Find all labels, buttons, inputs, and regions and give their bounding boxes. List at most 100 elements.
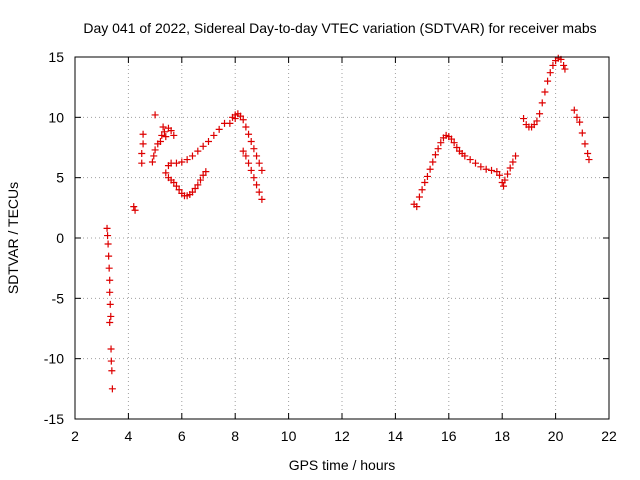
x-tick-label: 10 bbox=[281, 428, 297, 444]
data-point bbox=[496, 171, 504, 179]
data-point bbox=[158, 131, 166, 139]
x-tick-labels: 2 4 6 8 10 12 14 16 18 20 22 bbox=[71, 428, 617, 444]
y-tick-label: -10 bbox=[44, 351, 64, 367]
data-point bbox=[170, 131, 178, 139]
data-point bbox=[199, 142, 207, 150]
plot-frame bbox=[74, 56, 610, 420]
data-point bbox=[585, 156, 593, 164]
data-point bbox=[541, 88, 549, 96]
data-point bbox=[172, 159, 180, 167]
data-point bbox=[106, 276, 114, 284]
data-point bbox=[472, 159, 479, 167]
data-point bbox=[450, 139, 458, 147]
data-point bbox=[107, 312, 115, 320]
data-point bbox=[138, 159, 146, 167]
data-point bbox=[512, 152, 520, 160]
data-point bbox=[250, 145, 258, 153]
data-point bbox=[151, 111, 159, 119]
data-point bbox=[477, 163, 485, 171]
data-point bbox=[413, 203, 421, 211]
data-point bbox=[533, 117, 541, 125]
data-point bbox=[205, 137, 212, 145]
x-tick-label: 16 bbox=[441, 428, 457, 444]
y-tick-label: 15 bbox=[48, 49, 64, 65]
data-point bbox=[247, 166, 255, 174]
y-tick-label: 0 bbox=[56, 230, 64, 246]
data-point bbox=[429, 158, 437, 166]
data-point bbox=[255, 159, 263, 167]
data-point bbox=[104, 232, 112, 240]
data-point bbox=[191, 185, 199, 193]
data-point bbox=[239, 116, 247, 124]
data-point bbox=[108, 367, 116, 375]
data-point bbox=[253, 152, 261, 160]
data-point bbox=[258, 166, 266, 174]
data-point bbox=[139, 130, 147, 138]
data-point bbox=[105, 252, 113, 260]
data-point bbox=[466, 156, 474, 164]
data-point bbox=[504, 170, 512, 178]
data-point bbox=[461, 152, 469, 160]
data-point bbox=[255, 188, 263, 196]
data-point bbox=[437, 139, 445, 147]
data-point bbox=[488, 166, 496, 174]
x-tick-label: 6 bbox=[178, 428, 186, 444]
data-point bbox=[578, 129, 586, 137]
data-point bbox=[544, 77, 552, 85]
x-axis-label: GPS time / hours bbox=[289, 457, 396, 473]
data-point bbox=[194, 181, 202, 189]
data-point bbox=[139, 140, 147, 148]
data-point bbox=[482, 165, 490, 173]
data-point bbox=[501, 176, 509, 184]
data-point bbox=[107, 345, 115, 353]
data-point bbox=[447, 135, 455, 143]
data-point bbox=[107, 357, 115, 365]
data-point bbox=[156, 137, 164, 145]
y-tick-label: -5 bbox=[52, 290, 65, 306]
data-point bbox=[546, 69, 554, 77]
data-point bbox=[150, 152, 158, 160]
x-tick-label: 22 bbox=[601, 428, 617, 444]
y-tick-label: -15 bbox=[44, 411, 64, 427]
data-point bbox=[576, 118, 584, 126]
data-point bbox=[178, 158, 186, 166]
y-tick-label: 10 bbox=[48, 109, 64, 125]
data-point bbox=[242, 123, 250, 131]
data-point bbox=[431, 151, 439, 159]
data-point bbox=[138, 150, 146, 158]
data-point bbox=[183, 156, 191, 164]
data-point bbox=[106, 288, 114, 296]
x-tick-label: 8 bbox=[231, 428, 239, 444]
data-point bbox=[188, 188, 196, 196]
data-point bbox=[584, 150, 592, 158]
data-point bbox=[538, 99, 546, 107]
data-point bbox=[215, 125, 223, 133]
data-point bbox=[237, 112, 245, 120]
data-point bbox=[105, 264, 113, 272]
chart-title: Day 041 of 2022, Sidereal Day-to-day VTE… bbox=[83, 20, 596, 36]
x-tick-label: 12 bbox=[334, 428, 350, 444]
data-point bbox=[226, 119, 234, 127]
x-tick-label: 2 bbox=[71, 428, 79, 444]
data-point bbox=[104, 240, 112, 248]
x-tick-label: 4 bbox=[125, 428, 133, 444]
data-point bbox=[418, 186, 426, 194]
data-point bbox=[242, 152, 250, 160]
data-point bbox=[434, 145, 442, 153]
data-point bbox=[103, 224, 111, 232]
data-point bbox=[453, 144, 461, 151]
data-point bbox=[520, 115, 528, 123]
data-point bbox=[258, 195, 266, 203]
data-point bbox=[151, 146, 159, 154]
data-point bbox=[509, 158, 517, 166]
data-point bbox=[421, 178, 429, 186]
y-axis-label: SDTVAR / TECUs bbox=[5, 182, 21, 294]
data-point bbox=[560, 61, 568, 69]
data-point bbox=[536, 110, 544, 118]
data-points bbox=[103, 54, 593, 393]
data-point bbox=[170, 178, 178, 186]
data-point bbox=[250, 174, 258, 182]
x-tick-label: 18 bbox=[494, 428, 510, 444]
data-point bbox=[423, 172, 431, 180]
